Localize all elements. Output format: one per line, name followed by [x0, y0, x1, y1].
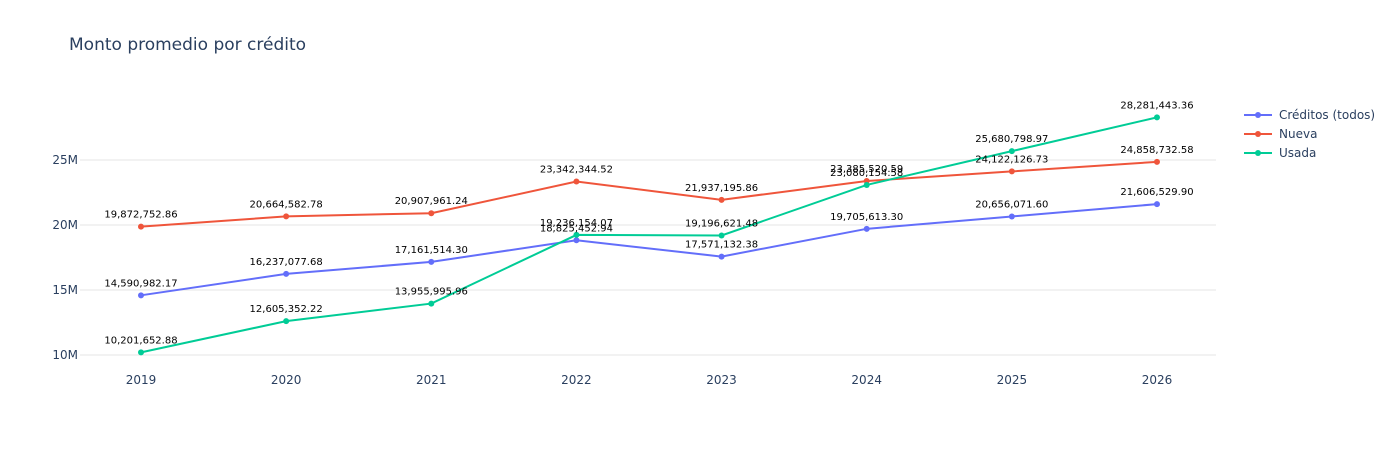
y-tick-label: 20M: [52, 218, 78, 232]
data-label: 23,385,520.59: [830, 164, 903, 175]
series-0: [138, 201, 1160, 299]
data-label: 20,656,071.60: [975, 199, 1048, 210]
data-point[interactable]: [283, 270, 290, 277]
legend-item[interactable]: Usada: [1244, 146, 1316, 160]
series-1: [138, 158, 1160, 230]
x-tick-label: 2025: [997, 373, 1028, 387]
data-point[interactable]: [138, 223, 144, 230]
x-tick-label: 2024: [851, 373, 882, 387]
series-2: [138, 114, 1160, 356]
chart-title: Monto promedio por crédito: [69, 35, 306, 55]
legend-label: Usada: [1279, 146, 1316, 160]
data-point[interactable]: [573, 237, 580, 244]
data-label: 17,161,514.30: [395, 245, 468, 256]
data-point[interactable]: [1153, 201, 1160, 208]
data-point[interactable]: [428, 300, 435, 307]
data-label: 10,201,652.88: [104, 335, 177, 346]
data-label: 19,236,154.07: [540, 218, 613, 229]
data-point[interactable]: [1008, 168, 1015, 175]
data-label: 20,664,582.78: [250, 199, 323, 210]
data-label: 19,705,613.30: [830, 212, 903, 223]
data-label: 21,606,529.90: [1120, 187, 1193, 198]
series-line: [140, 160, 1158, 228]
y-tick-label: 25M: [52, 153, 78, 167]
y-tick-label: 10M: [52, 348, 78, 362]
y-tick-label: 15M: [52, 283, 78, 297]
legend-label: Nueva: [1279, 127, 1317, 141]
legend-swatch-marker: [1255, 112, 1261, 118]
x-tick-label: 2023: [706, 373, 737, 387]
data-point[interactable]: [718, 253, 725, 260]
x-tick-label: 2019: [126, 373, 157, 387]
legend-label: Créditos (todos): [1279, 108, 1375, 122]
data-label: 13,955,995.96: [395, 287, 468, 298]
grid-layer: [80, 159, 1216, 356]
data-label: 23,080,154.58: [830, 168, 903, 179]
data-label: 19,872,752.86: [104, 210, 177, 221]
data-label: 20,907,961.24: [395, 196, 468, 207]
data-point[interactable]: [718, 232, 725, 239]
data-point[interactable]: [428, 258, 435, 265]
data-point[interactable]: [283, 318, 290, 325]
data-label: 28,281,443.36: [1120, 100, 1193, 111]
data-point[interactable]: [283, 213, 290, 220]
data-label: 17,571,132.38: [685, 240, 758, 251]
x-axis-ticks: 2019 2020 2021 2022 2023 2024 2025 2026: [126, 373, 1173, 387]
data-point[interactable]: [428, 210, 435, 217]
data-point[interactable]: [138, 349, 144, 356]
data-label: 24,122,126.73: [975, 154, 1048, 165]
data-point[interactable]: [1153, 114, 1160, 121]
data-point[interactable]: [138, 292, 144, 299]
data-labels: 14,590,982.17 16,237,077.68 17,161,514.30 1…: [104, 100, 1193, 346]
data-point[interactable]: [573, 178, 580, 185]
y-axis-ticks: 10M 15M 20M 25M: [52, 153, 78, 362]
data-point[interactable]: [863, 181, 870, 188]
x-tick-label: 2022: [561, 373, 592, 387]
series-layer: [138, 114, 1160, 356]
x-tick-label: 2026: [1142, 373, 1173, 387]
data-label: 12,605,352.22: [250, 304, 323, 315]
series-line: [140, 203, 1158, 297]
legend-swatch-marker: [1255, 150, 1261, 156]
data-point[interactable]: [718, 196, 725, 203]
data-point[interactable]: [1153, 158, 1160, 165]
x-tick-label: 2020: [271, 373, 302, 387]
data-point[interactable]: [573, 231, 580, 238]
legend-item[interactable]: Créditos (todos): [1244, 108, 1375, 122]
data-point[interactable]: [863, 225, 870, 232]
data-label: 14,590,982.17: [104, 278, 177, 289]
legend-swatch-marker: [1255, 131, 1261, 137]
data-label: 25,680,798.97: [975, 134, 1048, 145]
data-point[interactable]: [1008, 213, 1015, 220]
data-label: 18,825,452.94: [540, 223, 613, 234]
data-label: 16,237,077.68: [250, 257, 323, 268]
series-line: [140, 116, 1158, 354]
legend-item[interactable]: Nueva: [1244, 127, 1317, 141]
legend[interactable]: Créditos (todos) Nueva Usada: [1244, 108, 1375, 160]
x-tick-label: 2021: [416, 373, 447, 387]
data-label: 19,196,621.48: [685, 218, 758, 229]
data-label: 24,858,732.58: [1120, 145, 1193, 156]
data-point[interactable]: [1008, 148, 1015, 155]
data-label: 21,937,195.86: [685, 183, 758, 194]
data-label: 23,342,344.52: [540, 165, 613, 176]
